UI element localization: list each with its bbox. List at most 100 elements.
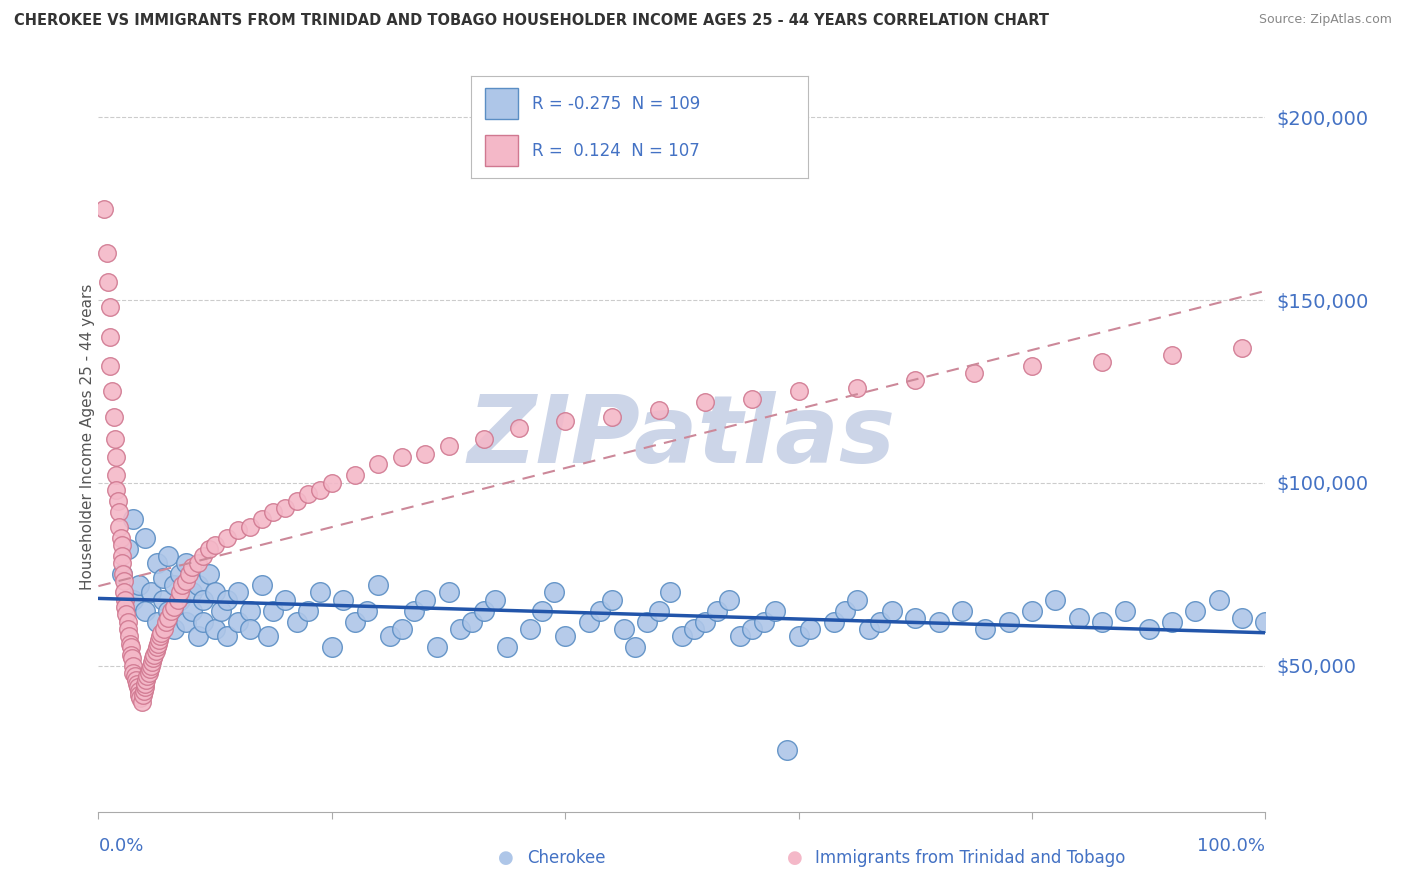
Point	[145, 644, 167, 658]
Point	[136, 669, 159, 683]
Point	[1091, 355, 1114, 369]
Point	[138, 665, 160, 680]
Point	[741, 622, 763, 636]
Point	[1161, 615, 1184, 629]
Point	[193, 549, 215, 563]
Point	[752, 615, 775, 629]
Point	[846, 381, 869, 395]
Point	[461, 615, 484, 629]
Point	[600, 409, 623, 424]
Point	[104, 450, 127, 465]
Point	[578, 615, 600, 629]
Text: Immigrants from Trinidad and Tobago: Immigrants from Trinidad and Tobago	[815, 849, 1126, 867]
Point	[1230, 341, 1253, 355]
Point	[834, 604, 856, 618]
Point	[104, 432, 127, 446]
Point	[413, 446, 436, 460]
Point	[1161, 348, 1184, 362]
Point	[174, 556, 197, 570]
Point	[367, 458, 389, 472]
Point	[449, 622, 471, 636]
Point	[122, 665, 145, 680]
Point	[962, 366, 984, 380]
Point	[180, 559, 202, 574]
Point	[118, 637, 141, 651]
Point	[974, 622, 997, 636]
Point	[309, 585, 332, 599]
Point	[108, 519, 131, 533]
Point	[256, 629, 278, 643]
Point	[472, 604, 495, 618]
Point	[1137, 622, 1160, 636]
Point	[127, 681, 149, 695]
Point	[117, 541, 139, 556]
Point	[344, 468, 367, 483]
Point	[172, 578, 194, 592]
Point	[128, 684, 150, 698]
Point	[120, 648, 142, 662]
Point	[1045, 592, 1067, 607]
Point	[250, 512, 273, 526]
Point	[174, 574, 197, 589]
Point	[413, 592, 436, 607]
Text: R =  0.124  N = 107: R = 0.124 N = 107	[531, 142, 700, 160]
Point	[120, 640, 142, 655]
Point	[554, 629, 576, 643]
Text: Cherokee: Cherokee	[527, 849, 606, 867]
Point	[228, 615, 250, 629]
Point	[228, 523, 250, 537]
Point	[274, 592, 297, 607]
Point	[163, 578, 186, 592]
Point	[297, 604, 319, 618]
Point	[997, 615, 1019, 629]
Y-axis label: Householder Income Ages 25 - 44 years: Householder Income Ages 25 - 44 years	[80, 284, 94, 591]
Point	[152, 592, 174, 607]
Point	[600, 592, 623, 607]
Point	[115, 607, 138, 622]
Point	[695, 615, 717, 629]
Point	[274, 501, 297, 516]
Point	[285, 494, 308, 508]
Point	[647, 402, 669, 417]
Point	[250, 578, 273, 592]
Point	[1091, 615, 1114, 629]
Point	[163, 600, 186, 615]
Point	[152, 571, 174, 585]
Point	[111, 567, 134, 582]
Point	[239, 604, 262, 618]
Point	[706, 604, 728, 618]
Point	[215, 592, 238, 607]
Point	[1021, 359, 1043, 373]
Point	[97, 275, 120, 289]
Point	[114, 592, 136, 607]
Point	[98, 301, 121, 315]
Point	[1067, 611, 1090, 625]
Point	[107, 494, 129, 508]
Point	[114, 600, 136, 615]
Point	[131, 695, 153, 709]
Point	[321, 475, 343, 490]
Point	[96, 245, 118, 260]
Text: ZIPatlas: ZIPatlas	[468, 391, 896, 483]
Text: Source: ZipAtlas.com: Source: ZipAtlas.com	[1258, 13, 1392, 27]
Point	[103, 409, 125, 424]
Point	[209, 604, 232, 618]
Text: ●: ●	[498, 849, 515, 867]
Point	[139, 658, 162, 673]
Point	[309, 483, 332, 497]
Point	[799, 622, 821, 636]
Point	[671, 629, 693, 643]
Point	[121, 651, 143, 665]
Point	[180, 585, 202, 599]
Point	[1254, 615, 1277, 629]
Point	[169, 567, 191, 582]
Point	[426, 640, 449, 655]
Point	[437, 439, 460, 453]
Point	[1021, 604, 1043, 618]
Point	[636, 615, 658, 629]
Point	[496, 640, 519, 655]
Point	[763, 604, 786, 618]
Point	[111, 538, 134, 552]
Point	[589, 604, 612, 618]
Point	[262, 604, 284, 618]
